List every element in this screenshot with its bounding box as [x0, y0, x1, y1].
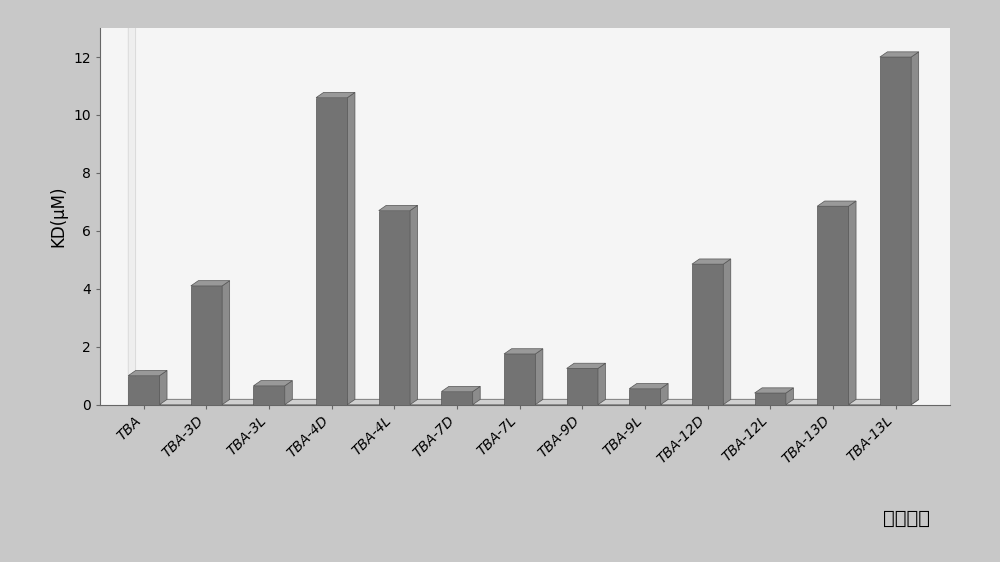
- Polygon shape: [316, 98, 347, 405]
- Polygon shape: [128, 375, 160, 405]
- Polygon shape: [661, 383, 668, 405]
- Polygon shape: [347, 92, 355, 405]
- Polygon shape: [880, 52, 919, 57]
- Polygon shape: [535, 349, 543, 405]
- Polygon shape: [629, 389, 661, 405]
- Polygon shape: [160, 370, 167, 405]
- Polygon shape: [723, 259, 731, 405]
- Polygon shape: [441, 387, 480, 392]
- Polygon shape: [567, 369, 598, 405]
- Polygon shape: [598, 363, 605, 405]
- Polygon shape: [849, 201, 856, 405]
- Polygon shape: [128, 370, 167, 375]
- Polygon shape: [253, 386, 285, 405]
- Polygon shape: [692, 264, 723, 405]
- Polygon shape: [379, 205, 418, 211]
- Polygon shape: [253, 380, 292, 386]
- Polygon shape: [222, 280, 230, 405]
- Y-axis label: KD(μM): KD(μM): [50, 185, 68, 247]
- Polygon shape: [441, 392, 473, 405]
- Polygon shape: [629, 383, 668, 389]
- Polygon shape: [880, 57, 911, 405]
- Polygon shape: [379, 211, 410, 405]
- Polygon shape: [191, 286, 222, 405]
- Polygon shape: [473, 387, 480, 405]
- Polygon shape: [410, 205, 418, 405]
- Polygon shape: [755, 388, 793, 393]
- Polygon shape: [817, 201, 856, 206]
- Polygon shape: [817, 206, 849, 405]
- Polygon shape: [504, 354, 535, 405]
- Text: 样品名称: 样品名称: [883, 509, 930, 528]
- Polygon shape: [911, 52, 919, 405]
- Polygon shape: [504, 349, 543, 354]
- Polygon shape: [316, 92, 355, 98]
- Polygon shape: [191, 280, 230, 286]
- Polygon shape: [128, 400, 919, 405]
- Polygon shape: [567, 363, 605, 369]
- Polygon shape: [755, 393, 786, 405]
- Polygon shape: [128, 23, 136, 405]
- Polygon shape: [786, 388, 793, 405]
- Polygon shape: [285, 380, 292, 405]
- Polygon shape: [692, 259, 731, 264]
